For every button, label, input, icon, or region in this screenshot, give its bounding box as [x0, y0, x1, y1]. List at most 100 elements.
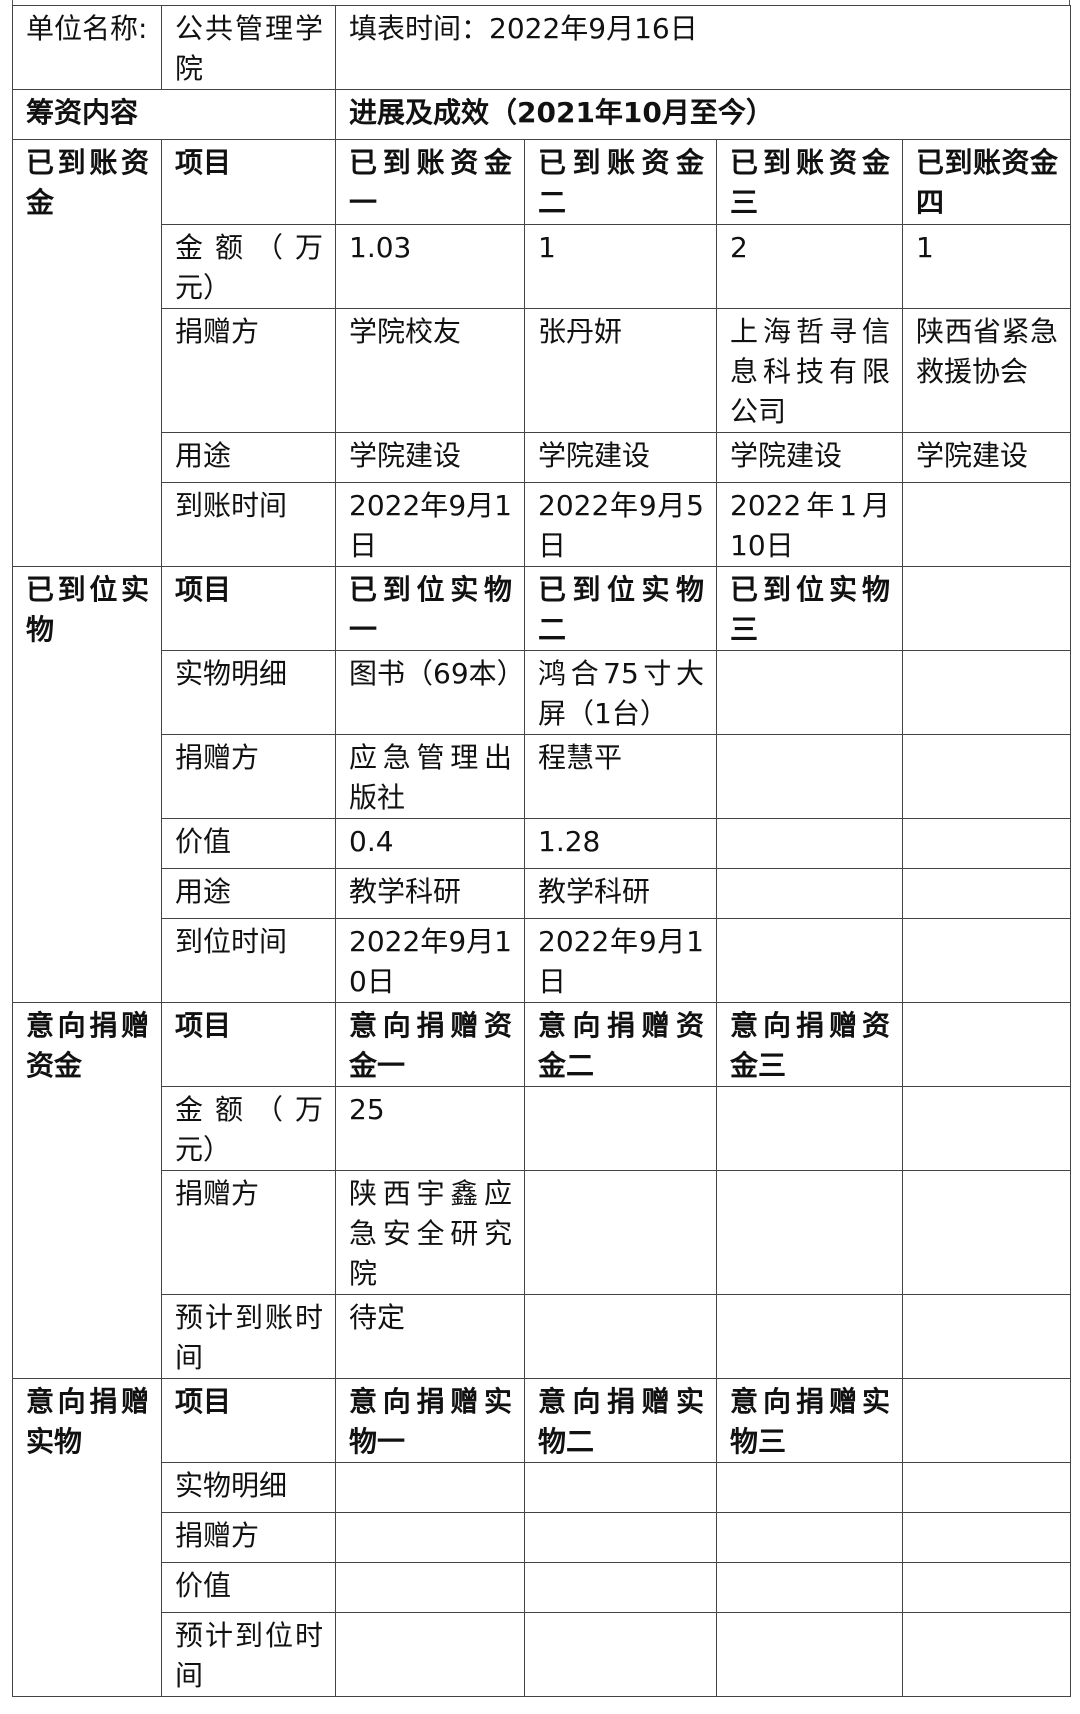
table-cell: 意向捐赠实物一 [335, 1378, 525, 1463]
row-label: 项目 [161, 1002, 336, 1087]
table-cell: 已到账资金三 [716, 139, 903, 225]
table-cell: 待定 [335, 1294, 525, 1379]
table-row: 意向捐赠资金 项目 意向捐赠资金一 意向捐赠资金二 意向捐赠资金三 [12, 1002, 1072, 1379]
table-cell [901, 734, 1072, 819]
table-cell: 1.03 [335, 224, 525, 309]
section-title: 已到账资金 [12, 139, 162, 567]
fill-time: 填表时间：2022年9月16日 [334, 5, 1072, 90]
table-cell: 教学科研 [524, 868, 717, 919]
table-cell [524, 1512, 717, 1563]
table-cell: 已到位实物一 [335, 566, 525, 651]
table-cell [901, 482, 1072, 567]
table-row: 金额（万元） 1.03 1 2 1 [13, 224, 1072, 309]
table-cell [901, 1170, 1072, 1295]
table-cell [901, 818, 1072, 869]
table-cell: 2 [716, 224, 903, 309]
table-cell: 已到账资金二 [524, 139, 717, 225]
table-cell: 已到账资金四 [901, 139, 1072, 225]
section-title: 意向捐赠实物 [12, 1378, 162, 1697]
content-label: 筹资内容 [12, 89, 336, 140]
row-label: 到位时间 [161, 918, 336, 1003]
table-row: 捐赠方 [13, 1512, 1072, 1563]
table-cell [716, 868, 903, 919]
table-cell [524, 1170, 717, 1295]
table-row: 已到账资金 项目 已到账资金一 已到账资金二 已到账资金三 已到账资金四 [12, 139, 1072, 567]
table-cell [335, 1462, 525, 1513]
table-cell: 学院建设 [524, 432, 717, 483]
table-cell [335, 1512, 525, 1563]
table-cell: 应急管理出版社 [335, 734, 525, 819]
table-cell [716, 650, 903, 735]
table-row: 捐赠方 应急管理出版社 程慧平 [13, 734, 1072, 819]
table-cell [335, 1562, 525, 1613]
table-cell: 1 [524, 224, 717, 309]
row-label: 金额（万元） [161, 1086, 336, 1171]
table-cell [524, 1462, 717, 1513]
section-title: 已到位实物 [12, 566, 162, 1003]
table-cell [716, 1612, 903, 1697]
table-row: 预计到位时间 [13, 1612, 1072, 1697]
table-cell: 1.28 [524, 818, 717, 869]
table-cell: 意向捐赠资金二 [524, 1002, 717, 1087]
fundraising-table: 单位名称: 公共管理学院 填表时间：2022年9月16日 筹资内容 进展及成效（… [12, 5, 1072, 1697]
table-row: 到账时间 2022年9月1日 2022年9月5日 2022年1月10日 [13, 482, 1072, 567]
table-cell [901, 1086, 1072, 1171]
table-row: 到位时间 2022年9月10日 2022年9月1日 [13, 918, 1072, 1003]
table-cell [901, 1378, 1072, 1463]
table-cell: 学院建设 [716, 432, 903, 483]
table-cell [901, 566, 1072, 651]
table-cell: 意向捐赠实物三 [716, 1378, 903, 1463]
table-cell: 2022年9月1日 [524, 918, 717, 1003]
table-row: 金额（万元） 25 [13, 1086, 1072, 1171]
row-label: 预计到账时间 [161, 1294, 336, 1379]
row-label: 金额（万元） [161, 224, 336, 309]
table-cell: 程慧平 [524, 734, 717, 819]
table-cell [524, 1294, 717, 1379]
row-label: 实物明细 [161, 650, 336, 735]
table-cell [524, 1086, 717, 1171]
table-cell: 已到位实物三 [716, 566, 903, 651]
row-label: 捐赠方 [161, 1170, 336, 1295]
table-row: 意向捐赠实物 项目 意向捐赠实物一 意向捐赠实物二 意向捐赠实物三 [12, 1378, 1072, 1697]
row-label: 到账时间 [161, 482, 336, 567]
table-cell [524, 1612, 717, 1697]
table-row: 捐赠方 学院校友 张丹妍 上海哲寻信息科技有限公司 陕西省紧急救援协会 [13, 308, 1072, 433]
row-label: 价值 [161, 1562, 336, 1613]
table-cell [716, 1294, 903, 1379]
table-cell: 鸿合75寸大屏（1台） [524, 650, 717, 735]
table-cell: 2022年9月5日 [524, 482, 717, 567]
row-label: 捐赠方 [161, 308, 336, 433]
row-label: 项目 [161, 1378, 336, 1463]
row-label: 实物明细 [161, 1462, 336, 1513]
table-cell: 2022年9月10日 [335, 918, 525, 1003]
section-title: 意向捐赠资金 [12, 1002, 162, 1379]
table-cell [901, 1294, 1072, 1379]
table-row: 价值 0.4 1.28 [13, 818, 1072, 869]
table-cell: 图书（69本） [335, 650, 525, 735]
table-cell [524, 1562, 717, 1613]
table-cell: 意向捐赠资金一 [335, 1002, 525, 1087]
table-cell [716, 918, 903, 1003]
table-cell [901, 1562, 1072, 1613]
table-cell: 学院建设 [335, 432, 525, 483]
table-cell [716, 1512, 903, 1563]
table-cell [901, 650, 1072, 735]
table-cell [716, 1462, 903, 1513]
table-row: 实物明细 [13, 1462, 1072, 1513]
table-row: 价值 [13, 1562, 1072, 1613]
content-header-row: 筹资内容 进展及成效（2021年10月至今） [12, 89, 1072, 140]
row-label: 用途 [161, 868, 336, 919]
table-cell [716, 1562, 903, 1613]
row-label: 用途 [161, 432, 336, 483]
table-cell: 教学科研 [335, 868, 525, 919]
progress-label: 进展及成效（2021年10月至今） [334, 89, 1072, 140]
table-cell: 陕西省紧急救援协会 [901, 308, 1072, 433]
table-cell [901, 1512, 1072, 1563]
row-label: 项目 [161, 139, 336, 225]
table-cell [901, 868, 1072, 919]
unit-row: 单位名称: 公共管理学院 填表时间：2022年9月16日 [12, 5, 1072, 90]
table-cell [901, 1002, 1072, 1087]
table-cell [716, 1170, 903, 1295]
table-cell: 张丹妍 [524, 308, 717, 433]
table-cell [716, 734, 903, 819]
